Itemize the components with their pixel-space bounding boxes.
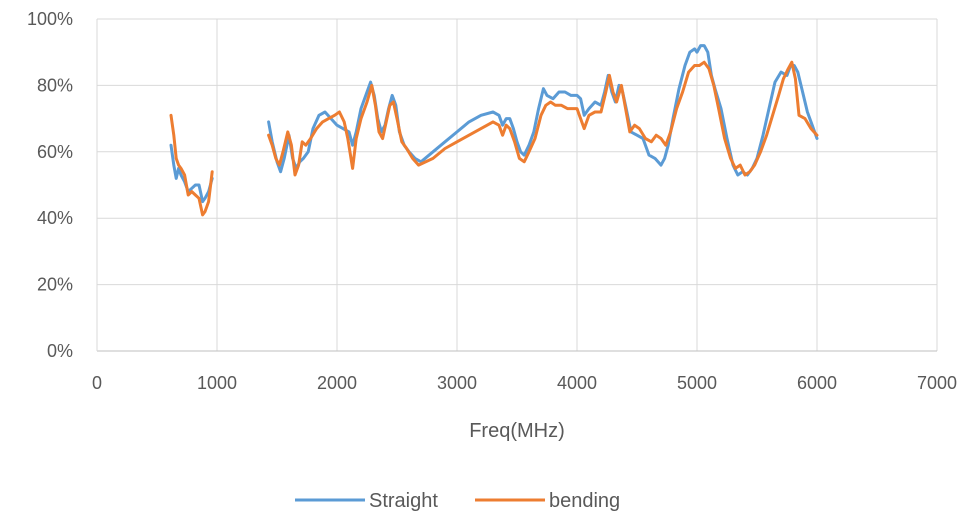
y-tick-label: 100%	[27, 9, 73, 29]
x-tick-label: 7000	[917, 373, 957, 393]
y-tick-label: 20%	[37, 275, 73, 295]
y-tick-label: 0%	[47, 341, 73, 361]
series-line-bending-segment-0	[169, 113, 214, 217]
x-tick-label: 2000	[317, 373, 357, 393]
x-axis-title: Freq(MHz)	[469, 420, 565, 442]
legend: Straight bending	[295, 490, 620, 512]
series-line-straight-segment-1	[267, 44, 819, 177]
x-tick-label: 3000	[437, 373, 477, 393]
legend-label: bending	[549, 490, 620, 512]
x-tick-label: 1000	[197, 373, 237, 393]
legend-item-straight: Straight	[295, 490, 438, 512]
x-axis-tick-labels: 0 1000 2000 3000 4000 5000 6000 7000	[92, 373, 957, 393]
x-tick-label: 6000	[797, 373, 837, 393]
x-tick-label: 4000	[557, 373, 597, 393]
x-tick-label: 5000	[677, 373, 717, 393]
y-tick-label: 60%	[37, 142, 73, 162]
y-tick-label: 40%	[37, 208, 73, 228]
x-tick-label: 0	[92, 373, 102, 393]
legend-label: Straight	[369, 490, 438, 512]
y-axis-tick-labels: 0% 20% 40% 60% 80% 100%	[27, 9, 73, 361]
series-lines	[169, 44, 819, 217]
y-tick-label: 80%	[37, 75, 73, 95]
series-line-straight-segment-0	[169, 143, 214, 204]
gridlines	[96, 18, 938, 352]
legend-item-bending: bending	[475, 490, 620, 512]
series-line-bending-segment-1	[267, 60, 819, 177]
